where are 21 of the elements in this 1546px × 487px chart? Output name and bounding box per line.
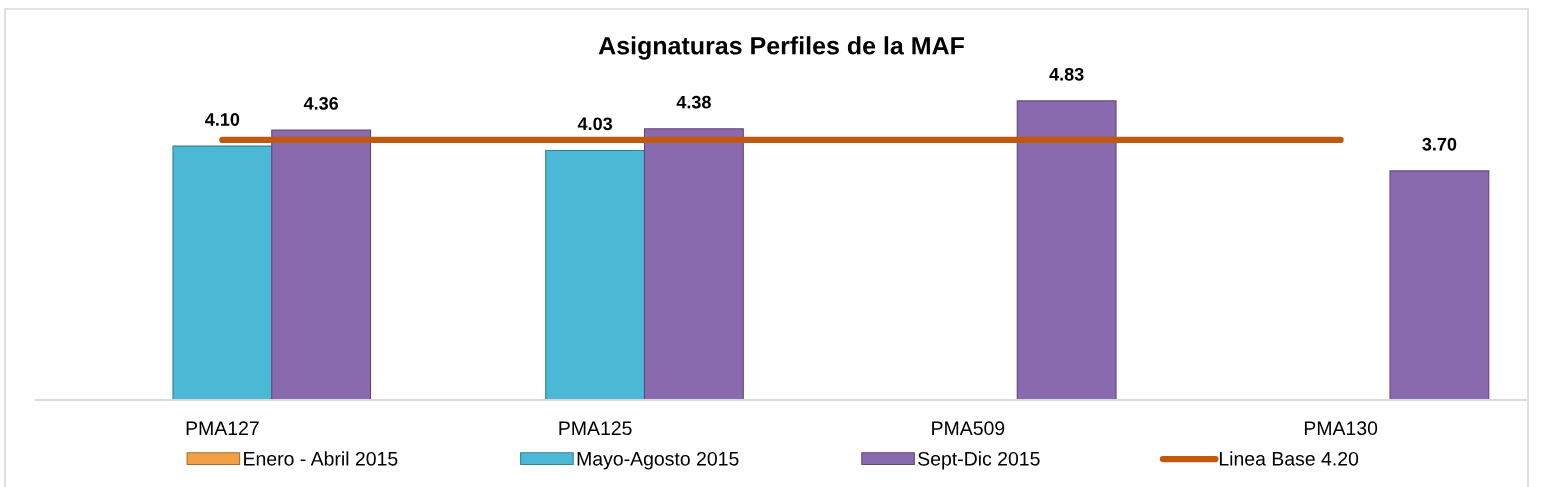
bar xyxy=(271,129,372,400)
data-label: 4.83 xyxy=(1049,67,1084,81)
data-label: 4.36 xyxy=(303,96,339,110)
legend-label: Linea Base 4.20 xyxy=(1219,451,1359,466)
bar xyxy=(643,128,744,400)
data-label: 4.03 xyxy=(577,117,613,131)
bar xyxy=(172,145,273,400)
chart-title: Asignaturas Perfiles de la MAF xyxy=(598,36,964,60)
data-label: 4.38 xyxy=(676,95,711,109)
legend-label: Sept-Dic 2015 xyxy=(918,451,1040,470)
x-tick-label: PMA130 xyxy=(1304,421,1378,436)
x-tick-label: PMA509 xyxy=(932,421,1005,436)
bar xyxy=(1016,100,1117,400)
data-label: 4.10 xyxy=(205,113,240,126)
legend-label: Mayo-Agosto 2015 xyxy=(577,451,739,470)
x-tick-label: PMA125 xyxy=(559,421,632,436)
x-tick-label: PMA127 xyxy=(186,421,259,435)
data-label: 3.70 xyxy=(1422,137,1457,151)
bar xyxy=(1389,170,1490,400)
bar xyxy=(545,149,646,400)
legend-label: Enero - Abril 2015 xyxy=(244,451,398,466)
